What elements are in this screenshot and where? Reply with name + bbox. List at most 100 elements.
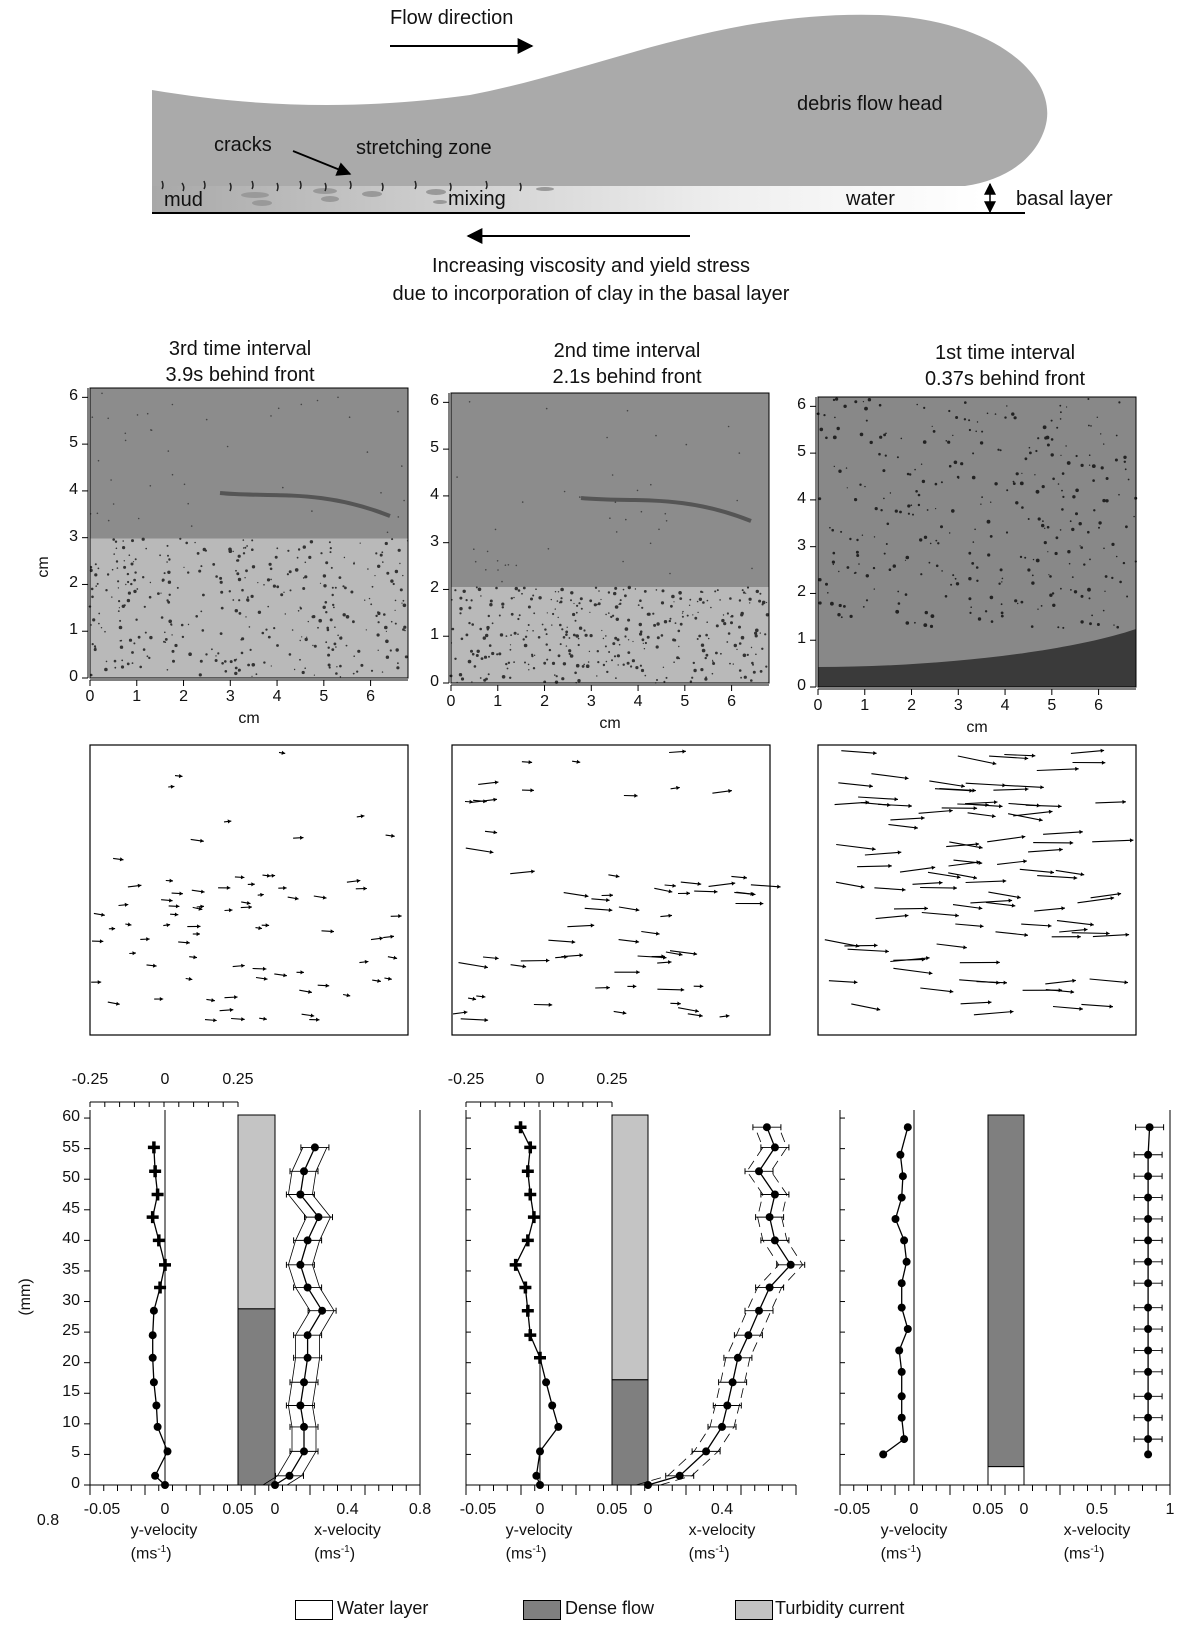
particle-dot — [568, 652, 571, 656]
particle-dot — [507, 564, 510, 566]
particle-dot — [702, 601, 705, 604]
particle-dot — [1047, 551, 1049, 553]
particle-dot — [337, 634, 339, 637]
vector-arrowhead — [894, 797, 898, 802]
vector-arrowhead — [1059, 847, 1063, 852]
vector-arrowhead — [1083, 927, 1088, 932]
particle-dot — [1065, 445, 1067, 447]
particle-dot — [894, 509, 898, 513]
particle-dot — [505, 635, 508, 637]
particle-dot — [611, 474, 614, 476]
particle-dot — [627, 651, 631, 654]
y-velocity-cross-marker — [521, 1304, 534, 1317]
particle-dot — [624, 627, 629, 631]
panel-3-particle-image — [82, 387, 409, 686]
particle-dot — [559, 601, 561, 604]
particle-dot — [883, 433, 886, 437]
top-axis-tick-label: 0.25 — [222, 1071, 254, 1088]
particle-dot — [605, 660, 608, 663]
particle-dot — [577, 637, 580, 640]
velocity-vector — [920, 886, 957, 889]
particle-dot — [240, 651, 244, 655]
particle-dot — [570, 599, 572, 602]
particle-dot — [920, 463, 923, 465]
particle-dot — [550, 598, 552, 601]
velocity-vector — [976, 981, 1008, 984]
velocity-vector — [841, 750, 877, 754]
x-velocity-point — [303, 1331, 312, 1340]
particle-dot — [365, 629, 367, 631]
particle-dot — [643, 648, 646, 650]
particle-dot — [1059, 529, 1062, 531]
velocity-vector — [844, 944, 878, 947]
particle-dot — [557, 654, 561, 658]
top-axis-tick-label: -0.25 — [447, 1071, 485, 1088]
particle-dot — [247, 663, 251, 667]
particle-dot — [765, 613, 770, 617]
particle-dot — [738, 452, 741, 454]
vector-arrowhead — [322, 895, 327, 900]
particle-dot — [459, 596, 463, 600]
particle-dot — [602, 663, 606, 667]
particle-dot — [301, 670, 305, 675]
vector-arrowhead — [1110, 896, 1115, 901]
profile-y-tick-label: 30 — [62, 1291, 80, 1309]
particle-dot — [1096, 623, 1100, 626]
y-velocity-unit: (ms-1) — [130, 1544, 172, 1563]
particle-dot — [1114, 458, 1118, 462]
particle-dot — [1035, 449, 1038, 453]
vector-arrowhead — [985, 802, 989, 807]
particle-dot — [556, 600, 559, 602]
particle-dot — [668, 619, 671, 623]
panel-3-title-line1: 3rd time interval — [168, 338, 312, 360]
particle-dot — [104, 667, 108, 672]
velocity-vector — [1036, 768, 1079, 772]
particle-dot — [113, 659, 117, 663]
particle-dot — [515, 564, 518, 567]
particle-dot — [320, 552, 323, 555]
particle-dot — [1071, 576, 1074, 578]
vector-arrowhead — [699, 984, 704, 989]
particle-dot — [110, 479, 112, 481]
particle-dot — [359, 542, 361, 544]
particle-dot — [1103, 443, 1105, 445]
particle-dot — [1096, 416, 1099, 418]
particle-dot — [251, 565, 256, 569]
vector-arrowhead — [360, 814, 365, 819]
vector-arrowhead — [325, 983, 330, 988]
vector-arrowhead — [251, 882, 255, 887]
particle-dot — [579, 496, 581, 498]
particle-dot — [574, 619, 577, 622]
panel-1-title: 1st time interval 0.37s behind front — [925, 340, 1085, 392]
velocity-vector — [460, 1018, 489, 1021]
particle-dot — [1087, 530, 1090, 534]
y-velocity-cross-marker — [524, 1188, 537, 1201]
x-velocity-axis-label: x-velocity (ms-1) — [314, 1521, 381, 1563]
particle-dot — [644, 641, 648, 645]
particle-dot — [160, 616, 164, 619]
particle-dot — [261, 631, 265, 635]
particle-dot — [458, 673, 463, 677]
y-velocity-point — [151, 1471, 160, 1480]
particle-dot — [352, 672, 355, 675]
image-y-tick-label: 3 — [69, 527, 78, 545]
particle-dot — [1078, 522, 1082, 526]
particle-dot — [1019, 481, 1024, 486]
particle-dot — [480, 595, 482, 597]
particle-dot — [482, 636, 486, 640]
particle-dot — [124, 439, 127, 442]
particle-dot — [118, 625, 123, 630]
image-x-tick-label: 4 — [272, 688, 282, 705]
x-velocity-point — [300, 1378, 308, 1387]
vector-arrowhead — [963, 945, 967, 950]
particle-dot — [105, 660, 108, 663]
particle-dot — [267, 605, 270, 608]
particle-dot — [1088, 424, 1090, 427]
vector-arrowhead — [865, 800, 870, 805]
velocity-vector — [1007, 813, 1043, 821]
particle-dot — [127, 580, 130, 584]
vector-arrowhead — [528, 760, 533, 765]
particle-dot — [834, 416, 836, 419]
particle-dot — [300, 403, 303, 406]
particle-dot — [914, 468, 916, 471]
